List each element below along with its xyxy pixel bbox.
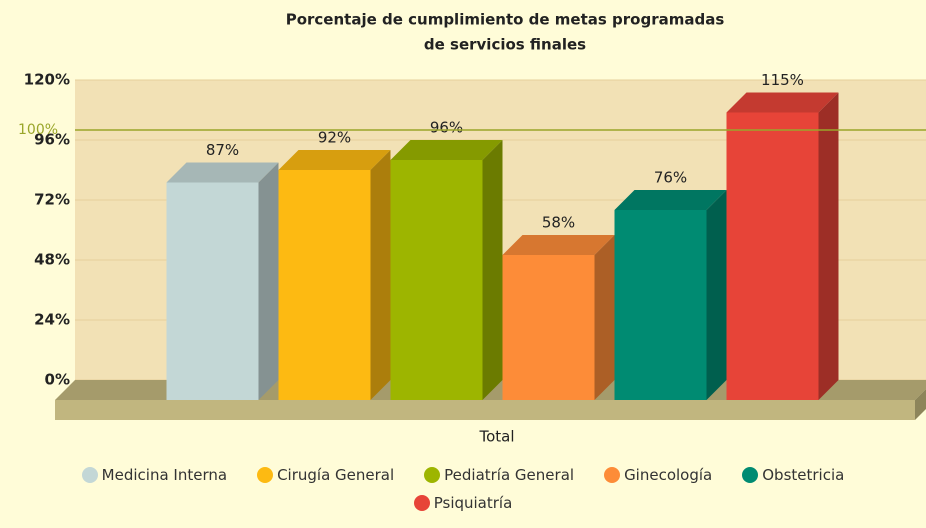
y-tick-label: 48% [34,251,70,269]
bar-top [390,140,503,160]
value-label: 96% [430,119,463,137]
legend-label: Medicina Interna [101,466,228,484]
x-axis-label: Total [478,428,514,446]
legend-item: Psiquiatría [413,494,513,512]
legend-label: Pediatría General [444,466,575,484]
legend-item: Cirugía General [257,466,394,484]
bar-side [818,92,839,400]
floor-front [55,400,915,420]
legend-label: Obstetricia [762,466,845,484]
legend-label: Cirugía General [277,466,395,484]
y-tick-label: 72% [34,191,70,209]
bar-front [502,255,595,400]
bar-side [258,162,279,400]
chart: Porcentaje de cumplimiento de metas prog… [18,11,926,446]
chart-title: de servicios finales [424,36,586,54]
bar-top [166,162,279,183]
legend-label: Psiquiatría [433,494,513,512]
legend-item: Ginecología [604,466,712,484]
legend-marker [742,467,759,483]
value-label: 92% [318,129,351,147]
bar-side [706,190,727,400]
bar-top [278,150,391,170]
legend-item: Pediatría General [424,466,574,484]
y-tick-label: 96% [34,131,70,149]
value-label: 87% [206,141,239,159]
floor-side [915,389,926,420]
legend-marker [81,467,98,483]
legend-item: Medicina Interna [81,466,228,484]
bar-side [594,235,615,400]
bar-top [502,235,615,255]
bar-front [390,160,483,400]
bar-front [166,182,259,400]
chart-title: Porcentaje de cumplimiento de metas prog… [286,11,725,29]
value-label: 115% [761,71,804,89]
y-tick-label: 0% [45,371,70,389]
y-tick-label: 24% [34,311,70,329]
value-label: 76% [654,169,687,187]
legend: Medicina Interna Cirugía General Pediatría… [20,466,906,512]
bar-front [726,112,819,400]
y-tick-label: 120% [24,71,70,89]
bar-side [370,150,391,400]
legend-item: Obstetricia [742,466,844,484]
legend-marker [413,495,430,511]
bar-top [726,92,839,113]
reference-label: 100% [18,122,58,138]
value-label: 58% [542,214,575,232]
bar-top [614,190,727,210]
legend-marker [604,467,621,483]
legend-label: Ginecología [624,466,713,484]
bar-front [278,170,371,400]
bar-side [482,140,503,400]
legend-marker [424,467,441,483]
legend-marker [257,467,274,483]
bar-front [614,210,707,400]
